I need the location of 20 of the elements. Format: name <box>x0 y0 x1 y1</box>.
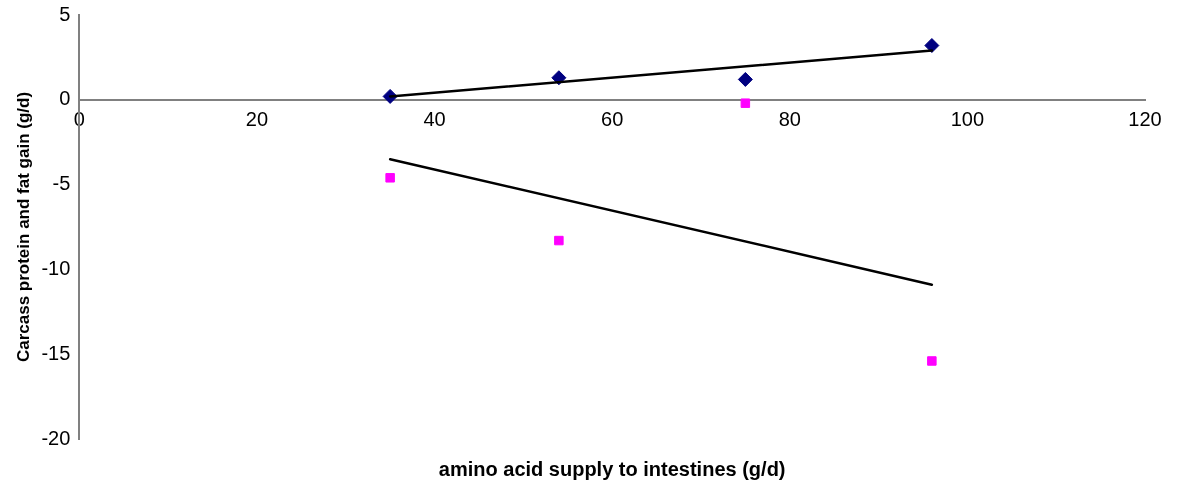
x-axis-title: amino acid supply to intestines (g/d) <box>438 457 786 480</box>
point <box>737 71 753 87</box>
point <box>554 235 564 246</box>
y-tick-label: -5 <box>52 172 71 195</box>
x-tick-label: 20 <box>245 108 269 131</box>
point <box>927 356 937 366</box>
x-tick-label: 120 <box>1128 108 1162 131</box>
y-axis-title: Carcass protein and fat gain (g/d) <box>13 91 33 363</box>
point <box>385 173 395 183</box>
y-tick-label: -20 <box>41 426 71 449</box>
y-tick-label: 5 <box>59 2 71 25</box>
y-tick-label: 0 <box>59 87 71 110</box>
x-tick-label: 100 <box>950 108 985 131</box>
y-tick-label: -15 <box>41 341 71 364</box>
x-tick-label: 80 <box>778 108 801 131</box>
y-tick-label: -10 <box>41 256 71 279</box>
x-tick-label: 60 <box>601 108 624 131</box>
point <box>924 38 940 54</box>
x-tick-label: 40 <box>423 108 446 131</box>
point <box>740 98 751 108</box>
